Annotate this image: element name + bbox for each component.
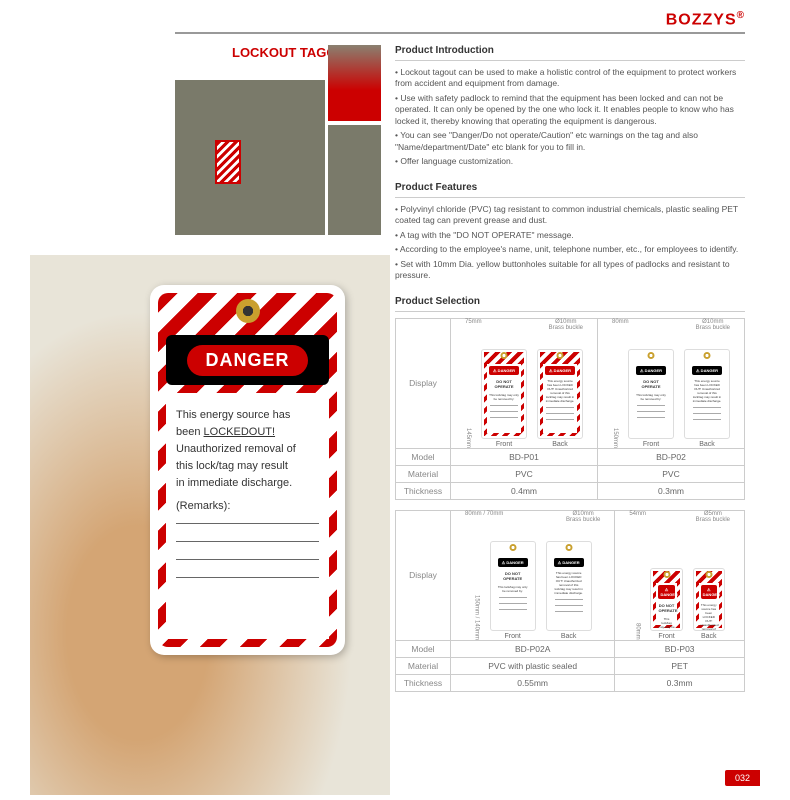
hand-photo: DANGER This energy source has been LOCKE… xyxy=(30,255,390,795)
intro-bullets: Lockout tagout can be used to make a hol… xyxy=(395,67,745,168)
tag-body: This energy source has been LOCKEDOUT! U… xyxy=(166,393,329,639)
danger-tag-large: DANGER This energy source has been LOCKE… xyxy=(150,285,345,655)
brand-logo: BOZZYS® xyxy=(666,10,745,29)
product-photo-1 xyxy=(175,80,325,235)
selection-table-1: Display 75mmØ10mmBrass buckle 145mm ⚠ DA… xyxy=(395,318,745,500)
danger-banner: DANGER xyxy=(166,335,329,385)
section-features-title: Product Features xyxy=(395,182,745,198)
section-intro-title: Product Introduction xyxy=(395,45,745,61)
grommet-icon xyxy=(236,299,260,323)
selection-table-2: Display 80mm / 70mmØ10mmBrass buckle 150… xyxy=(395,510,745,692)
content-column: Product Introduction Lockout tagout can … xyxy=(395,45,745,702)
features-bullets: Polyvinyl chloride (PVC) tag resistant t… xyxy=(395,204,745,282)
section-selection-title: Product Selection xyxy=(395,296,745,312)
product-photo-2 xyxy=(328,45,381,121)
header-rule xyxy=(175,32,745,34)
page-number: 032 xyxy=(725,770,760,786)
product-photo-3 xyxy=(328,125,381,235)
